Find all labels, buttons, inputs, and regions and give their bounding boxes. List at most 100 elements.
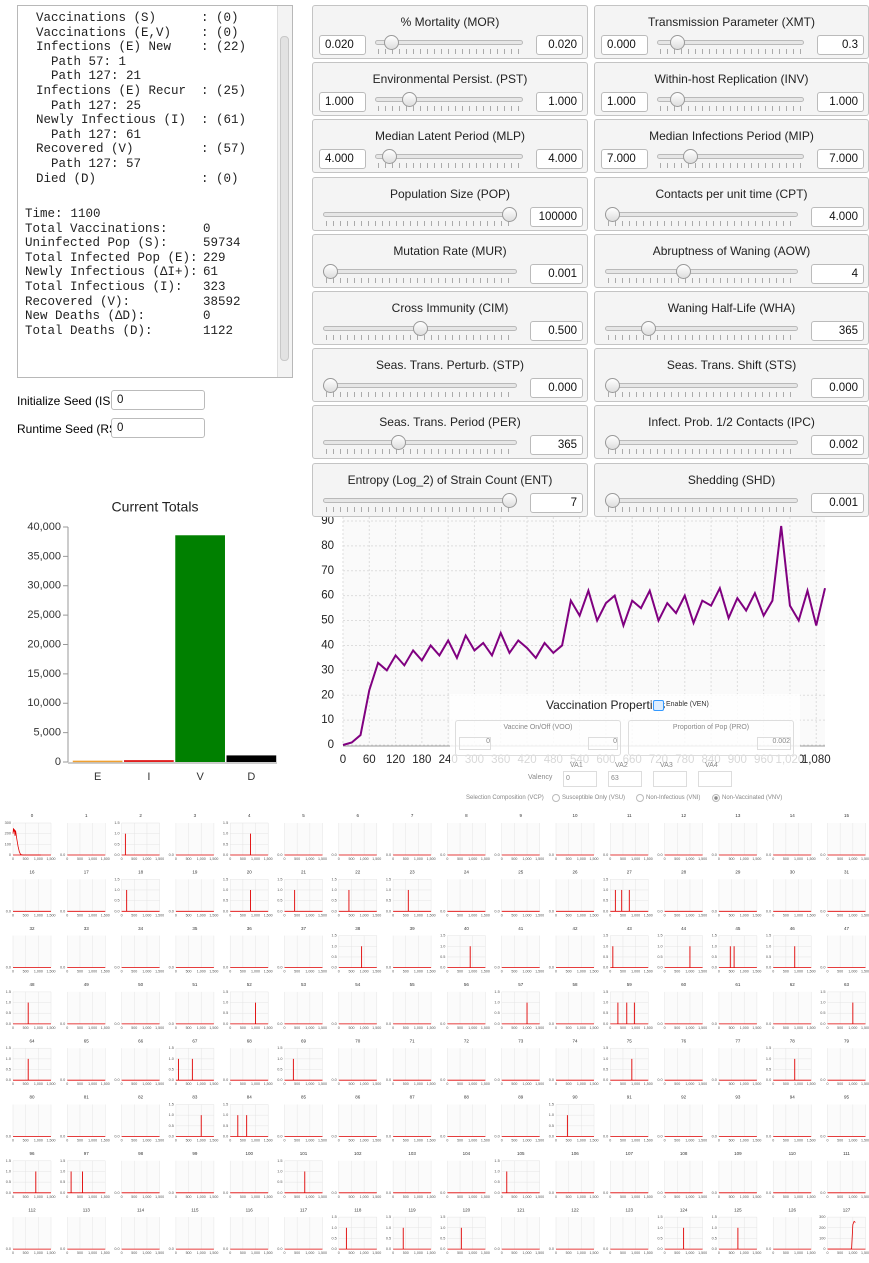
value-field[interactable]: 0.020 — [536, 35, 583, 55]
parameter-title: Abruptness of Waning (AOW) — [652, 243, 811, 258]
slider-thumb[interactable] — [323, 378, 338, 394]
value-field[interactable]: 1.000 — [817, 92, 864, 113]
panel-plot — [67, 1160, 106, 1193]
slider-track[interactable] — [657, 40, 804, 45]
slider-thumb[interactable] — [605, 435, 620, 451]
min-field[interactable]: 0.020 — [319, 35, 366, 55]
slider-track[interactable] — [605, 326, 798, 331]
slider-thumb[interactable] — [670, 35, 686, 50]
value-field[interactable]: 100000 — [530, 206, 583, 227]
value-field[interactable]: 0.001 — [811, 492, 864, 513]
slider-thumb[interactable] — [676, 263, 692, 279]
value-field[interactable]: 4.000 — [536, 149, 583, 170]
x-tick-label: 1,000 — [848, 913, 857, 917]
x-tick-label: 0 — [501, 1195, 503, 1199]
x-tick-label: 500 — [186, 1026, 192, 1030]
slider-thumb[interactable] — [502, 206, 517, 222]
slider-thumb[interactable] — [502, 492, 517, 508]
slider-thumb[interactable] — [384, 35, 400, 50]
min-field[interactable]: 0 — [459, 737, 491, 750]
slider-track[interactable] — [323, 497, 517, 503]
slider-thumb[interactable] — [640, 321, 656, 336]
slider-thumb[interactable] — [605, 206, 620, 222]
value-field[interactable]: 0.000 — [530, 378, 583, 399]
x-tick-label: 0 — [609, 913, 611, 917]
x-tick-label: 500 — [620, 1026, 626, 1030]
slider-ticks — [378, 49, 520, 54]
y-tick-label: 0.0 — [60, 853, 65, 857]
x-tick-label: 1,500 — [318, 1026, 327, 1030]
seed-input[interactable]: 0 — [111, 418, 205, 438]
slider-track[interactable] — [375, 154, 523, 160]
value-field[interactable]: 7.000 — [817, 149, 864, 170]
y-tick-label: 0 — [823, 1247, 825, 1251]
value-field[interactable]: 1.000 — [536, 92, 583, 113]
slider-track[interactable] — [323, 383, 517, 389]
scrollbar[interactable] — [277, 6, 292, 377]
x-tick-label: 500 — [566, 913, 572, 917]
slider-track[interactable] — [605, 440, 798, 446]
y-tick-label: 0 — [9, 853, 11, 857]
radio[interactable] — [712, 794, 720, 802]
slider-track[interactable] — [605, 383, 798, 389]
slider-thumb[interactable] — [401, 92, 417, 108]
value-field[interactable]: 0.000 — [811, 378, 864, 399]
slider-track[interactable] — [657, 154, 804, 160]
y-tick-label: 1.0 — [169, 1113, 174, 1117]
y-tick-label: 0.5 — [60, 1180, 65, 1184]
radio[interactable] — [636, 794, 644, 802]
min-field[interactable]: 1.000 — [319, 92, 366, 113]
x-tick-label: 1,000 — [34, 1195, 43, 1199]
slider-thumb[interactable] — [412, 321, 428, 336]
value-field[interactable]: 0.002 — [811, 435, 864, 456]
x-tick-label: 0 — [555, 1026, 557, 1030]
slider-track[interactable] — [323, 440, 517, 446]
slider-track[interactable] — [323, 211, 517, 217]
slider-thumb[interactable] — [605, 378, 620, 394]
x-tick-label: 0 — [664, 1251, 666, 1255]
x-tick-label: 1,500 — [427, 1082, 436, 1086]
slider-thumb[interactable] — [323, 263, 338, 279]
slider-thumb[interactable] — [391, 435, 407, 451]
checkbox[interactable] — [653, 700, 664, 711]
value-field[interactable]: 0 — [588, 737, 618, 750]
slider-thumb[interactable] — [381, 149, 397, 165]
slider-track[interactable] — [605, 268, 798, 274]
x-tick-label: 500 — [620, 1251, 626, 1255]
va-field[interactable]: 63 — [608, 771, 642, 787]
value-field[interactable]: 0.500 — [530, 321, 583, 341]
x-tick-label: 0 — [229, 1138, 231, 1142]
slider-track[interactable] — [375, 97, 523, 103]
slider-track[interactable] — [375, 40, 523, 45]
value-field[interactable]: 0.3 — [817, 35, 864, 55]
slider-track[interactable] — [657, 97, 804, 103]
va-field[interactable] — [653, 771, 687, 787]
y-tick-label: 0.0 — [440, 1135, 445, 1139]
min-field[interactable]: 0.000 — [601, 35, 648, 55]
x-tick-label: 0 — [664, 1082, 666, 1086]
min-field[interactable]: 1.000 — [601, 92, 648, 113]
va-field[interactable] — [698, 771, 732, 787]
slider-track[interactable] — [605, 497, 798, 503]
slider-thumb[interactable] — [670, 92, 686, 108]
slider-thumb[interactable] — [683, 149, 699, 165]
min-field[interactable]: 7.000 — [601, 149, 648, 170]
min-field[interactable]: 4.000 — [319, 149, 366, 170]
slider-track[interactable] — [323, 268, 517, 274]
value-field[interactable]: 0.001 — [530, 263, 583, 284]
value-field[interactable]: 4.000 — [811, 206, 864, 227]
scroll-thumb[interactable] — [280, 36, 289, 361]
value-field[interactable]: 0.002 — [757, 737, 791, 750]
y-tick-label: 0.0 — [712, 909, 717, 913]
value-field[interactable]: 365 — [811, 321, 864, 341]
slider-track[interactable] — [605, 211, 798, 217]
value-field[interactable]: 365 — [530, 435, 583, 456]
value-field[interactable]: 4 — [811, 263, 864, 284]
value-field[interactable]: 7 — [530, 492, 583, 513]
x-tick-label: 1,000 — [577, 970, 586, 974]
va-field[interactable]: 0 — [563, 771, 597, 787]
seed-input[interactable]: 0 — [111, 390, 205, 410]
slider-thumb[interactable] — [605, 492, 620, 508]
radio[interactable] — [552, 794, 560, 802]
x-tick-label: 500 — [674, 1138, 680, 1142]
